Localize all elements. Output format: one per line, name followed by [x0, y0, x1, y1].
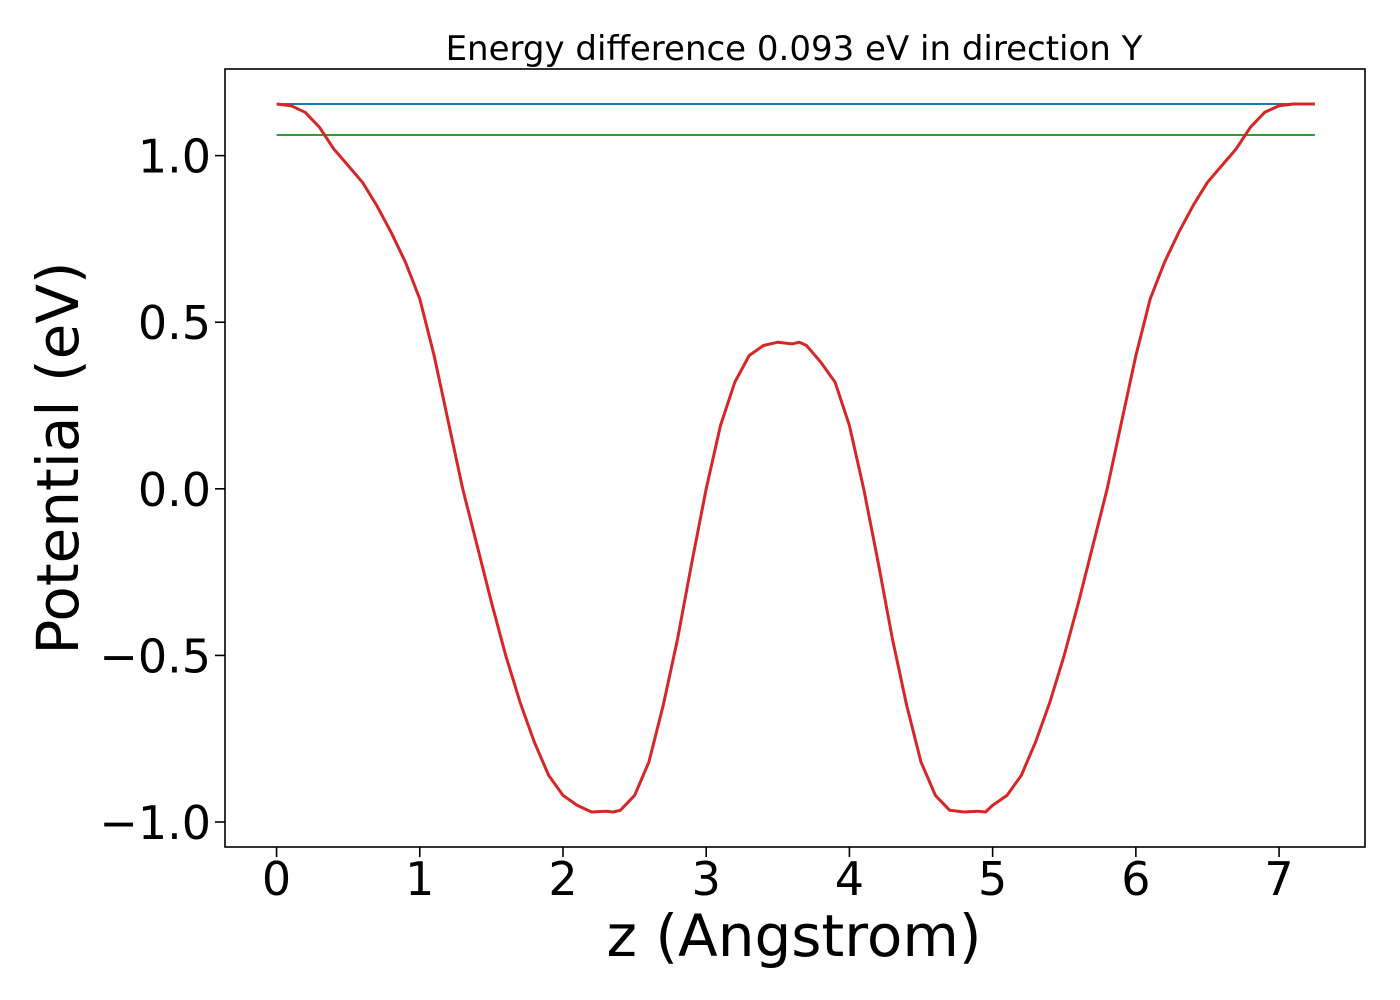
- y-axis-ticks: −1.0 −0.5 0.0 0.5 1.0: [99, 130, 225, 850]
- plot-frame: [224, 68, 1366, 848]
- x-tick-label: 4: [835, 852, 864, 906]
- chart-title: Energy difference 0.093 eV in direction …: [446, 29, 1143, 69]
- x-tick-label: 0: [262, 852, 291, 906]
- x-tick-label: 6: [1121, 852, 1150, 906]
- y-tick-label: 0.5: [138, 296, 211, 350]
- y-tick-label: 0.0: [138, 463, 211, 517]
- y-tick-label: 1.0: [138, 130, 211, 184]
- series-potential-curve: [276, 102, 1315, 814]
- x-tick-label: 1: [405, 852, 434, 906]
- x-tick-label: 2: [548, 852, 577, 906]
- y-tick-label: −1.0: [99, 796, 211, 850]
- x-axis-ticks: 0 1 2 3 4 5 6 7: [262, 847, 1294, 906]
- y-axis-label: Potential (eV): [24, 261, 92, 654]
- x-tick-label: 3: [692, 852, 721, 906]
- x-tick-label: 5: [978, 852, 1007, 906]
- y-tick-label: −0.5: [99, 629, 211, 683]
- x-tick-label: 7: [1264, 852, 1293, 906]
- series-layer: [276, 102, 1315, 814]
- x-axis-label: z (Angstrom): [607, 902, 982, 970]
